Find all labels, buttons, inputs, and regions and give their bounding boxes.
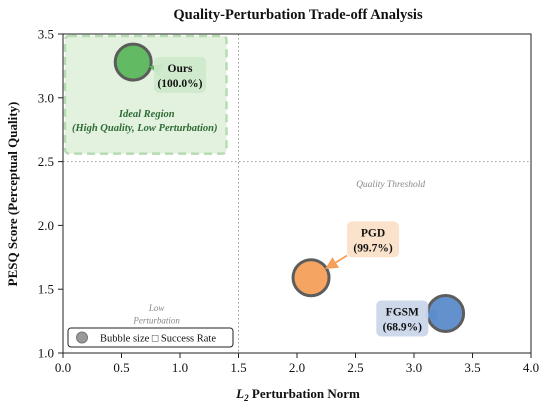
low-perturbation-label-2: Perturbation — [132, 316, 180, 326]
x-tick-label: 0.5 — [113, 360, 129, 375]
bubble-fgsm — [426, 293, 466, 333]
x-axis-label-sub: 2 — [243, 393, 249, 403]
label-name-ours: Ours — [168, 63, 193, 75]
x-tick-label: 1.5 — [230, 360, 246, 375]
y-tick-label: 2.5 — [38, 154, 54, 169]
legend-label: Bubble size □ Success Rate — [100, 334, 216, 345]
x-axis-label: L2 Perturbation Norm — [235, 386, 360, 403]
plot-area: Ideal Region (High Quality, Low Perturbat… — [38, 27, 539, 376]
x-tick-label: 1.0 — [172, 360, 188, 375]
label-box-ours — [154, 56, 206, 93]
quality-threshold-label: Quality Threshold — [356, 180, 425, 190]
x-axis-label-main: L — [235, 386, 244, 401]
arrow-ours — [149, 63, 163, 76]
x-tick-label: 3.5 — [464, 360, 480, 375]
x-tick-label: 2.0 — [289, 360, 305, 375]
legend-marker — [76, 331, 88, 344]
chart-title: Quality-Perturbation Trade-off Analysis — [173, 7, 423, 23]
label-box-fgsm — [376, 300, 429, 337]
legend-box — [67, 327, 234, 348]
ideal-region-subtitle: (High Quality, Low Perturbation) — [72, 123, 217, 134]
y-tick-label: 2.0 — [38, 218, 54, 233]
label-rate-pgd: (99.7%) — [353, 242, 392, 254]
y-tick-label: 3.0 — [38, 90, 54, 105]
y-tick-label: 1.0 — [38, 346, 54, 361]
label-box-pgd — [347, 221, 400, 258]
x-tick-label: 3.0 — [406, 360, 422, 375]
label-name-fgsm: FGSM — [386, 307, 419, 319]
x-tick-label: 4.0 — [523, 360, 539, 375]
x-tick-label: 2.5 — [347, 360, 363, 375]
y-tick-label: 1.5 — [38, 282, 54, 297]
label-rate-fgsm: (68.9%) — [383, 322, 422, 334]
arrow-pgd — [325, 254, 348, 270]
x-axis-label-rest: Perturbation Norm — [249, 386, 360, 401]
bubble-ours — [113, 42, 153, 82]
label-name-pgd: PGD — [361, 227, 385, 239]
label-rate-ours: (100.0%) — [157, 78, 202, 90]
ideal-region-title: Ideal Region — [118, 109, 175, 120]
low-perturbation-label-1: Low — [148, 303, 165, 313]
y-axis-label: PESQ Score (Perceptual Quality) — [5, 102, 20, 287]
y-tick-label: 3.5 — [38, 27, 54, 42]
bubble-pgd — [291, 258, 331, 298]
x-tick-label: 0.0 — [55, 360, 71, 375]
